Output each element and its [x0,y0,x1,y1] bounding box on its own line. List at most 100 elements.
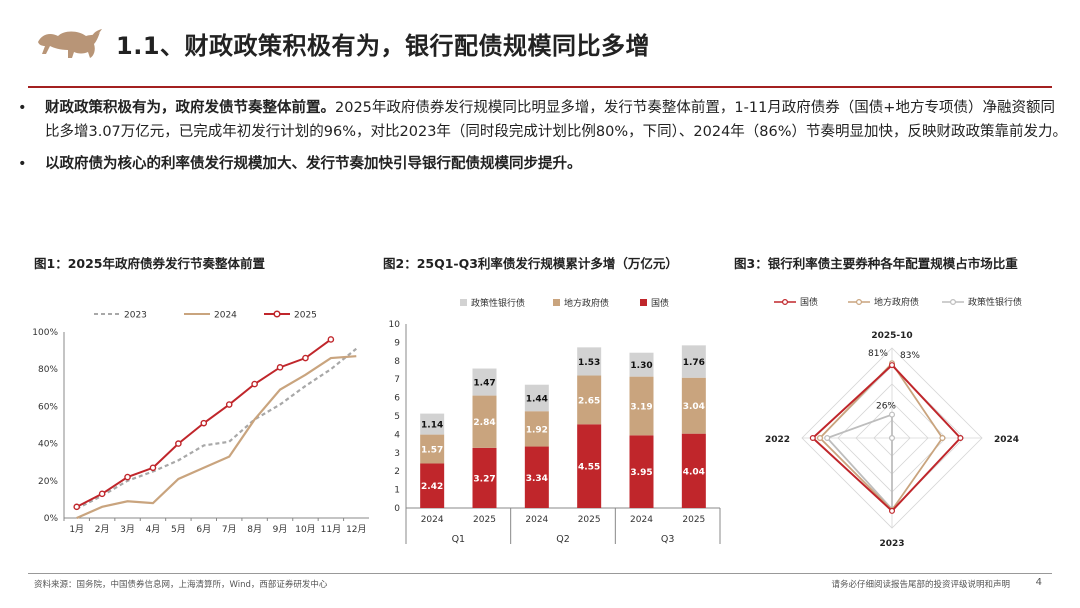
data-point-2025 [98,490,106,498]
radar-point-国债 [889,362,896,369]
bar-segment-地方政府债 [629,376,654,436]
footer-disclaimer: 请务必仔细阅读报告尾部的投资评级说明和声明 [831,580,1010,590]
bar-segment-政策性银行债 [472,368,497,396]
x-tick-label: 2025 [682,515,705,525]
bar-value-label: 1.92 [526,425,548,435]
data-point-2025 [175,440,182,447]
radar-annotation: 81% [868,349,888,359]
bar-value-label: 1.47 [473,379,495,389]
radar-point-国债 [957,435,964,442]
bar-segment-国债 [577,424,602,508]
x-tick-label: 10月 [295,524,315,535]
bar-segment-地方政府债 [577,375,602,425]
bar-value-label: 1.44 [526,394,548,404]
bullet-bold: 以政府债为核心的利率债发行规模加大、发行节奏加快引导银行配债规模同步提升。 [45,156,582,172]
x-tick-label: 6月 [196,524,211,535]
y-tick-label: 9 [394,338,400,348]
data-point-2025 [149,464,157,472]
bar-segment-国债 [524,446,549,508]
radar-point-国债 [889,507,896,514]
radar-axis-label: 2022 [765,435,790,445]
figure2-stacked-bar-chart: 0 1 2 3 4 5 6 7 8 9 10 政策性银行债 地方政府债 国债 2.42 1.57 1.14 202… [389,297,721,545]
bar-segment-地方政府债 [524,411,549,447]
figure3-title: 图3：银行利率债主要券种各年配置规模占市场比重 [734,256,1018,271]
bar-value-label: 2.42 [421,482,443,492]
x-tick-label: 1月 [69,524,84,535]
y-tick-label: 80% [38,365,58,375]
y-tick-label: 5 [394,412,400,422]
bar-value-label: 3.27 [473,474,495,484]
y-tick-label: 3 [394,449,400,459]
bar-segment-政策性银行债 [420,413,445,435]
bar-value-label: 3.34 [526,474,548,484]
footer-divider [28,573,1052,574]
radar-series-地方政府债 [818,361,944,512]
data-point-2025 [251,380,258,388]
page-number: 4 [1035,577,1042,588]
y-tick-label: 7 [394,375,400,385]
legend-label-地方政府债: 地方政府债 [874,296,919,308]
bar-segment-地方政府债 [472,395,497,448]
page-title: 1.1、财政政策积极有为，银行配债规模同比多增 [116,32,651,60]
figure2-title: 图2：25Q1-Q3利率债发行规模累计多增（万亿元） [383,256,678,271]
data-point-2025 [302,354,309,362]
legend-label-2025: 2025 [294,311,317,321]
bar-segment-政策性银行债 [524,384,549,412]
x-tick-label: 4月 [146,524,161,535]
legend-swatch-地方政府债 [553,299,560,306]
bar-value-label: 1.76 [683,358,705,368]
bullet-dot: • [18,156,27,172]
x-tick-label: 5月 [171,524,186,535]
bar-segment-地方政府债 [681,377,706,434]
legend-label-国债: 国债 [800,296,818,308]
y-tick-label: 0% [44,514,59,524]
group-label: Q2 [556,534,570,545]
x-tick-label: 9月 [273,524,288,535]
bar-value-label: 1.53 [578,358,600,368]
legend-label-政策性银行债: 政策性银行债 [968,296,1022,308]
data-point-2025 [124,473,131,481]
x-tick-label: 2024 [525,515,548,525]
legend-swatch-政策性银行债 [460,299,467,306]
radar-point-国债 [809,435,816,442]
bullet-item: • 财政政策积极有为，政府发债节奏整体前置。2025年政府债券发行规模同比明显多… [18,96,1068,144]
bar-segment-国债 [472,447,497,508]
bullet-bold: 财政政策积极有为，政府发债节奏整体前置。 [45,100,335,116]
legend-label-政策性银行债: 政策性银行债 [471,297,525,309]
y-tick-label: 10 [389,320,401,330]
bar-value-label: 2.65 [578,396,600,406]
x-tick-label: 2024 [421,515,444,525]
bullet-text: 2025年政府债券发行规模同比明显多增，发行节奏整体前置，1-11月政府债券（国… [45,100,1068,140]
radar-point-政策性银行债 [889,411,896,418]
radar-point-地方政府债 [939,435,946,442]
legend-marker-国债 [781,299,788,306]
x-tick-label: 12月 [346,524,366,535]
group-label: Q1 [452,534,466,545]
x-tick-label: 8月 [247,524,262,535]
bar-segment-国债 [420,463,445,508]
x-tick-label: 2025 [578,515,601,525]
y-tick-label: 6 [394,394,400,404]
y-tick-label: 4 [394,430,400,440]
x-tick-label: 2024 [630,515,653,525]
bull-logo-icon [38,29,102,58]
y-tick-label: 1 [394,486,400,496]
legend-swatch-国债 [640,299,647,306]
data-point-2025 [225,401,233,408]
bullet-dot: • [18,100,27,116]
bar-value-label: 2.84 [473,418,495,428]
radar-point-政策性银行债 [889,435,896,442]
bar-segment-政策性银行债 [629,352,654,377]
figure1-line-chart: 0% 20% 40% 60% 80% 100% 1月 2月 3月 4月 5月 6月 7月 8月 9月 10月 1… [32,310,369,535]
data-point-2025 [327,336,335,343]
bar-value-label: 1.30 [630,361,652,371]
y-tick-label: 60% [38,402,58,412]
y-tick-label: 2 [394,467,400,477]
bar-value-label: 4.04 [683,467,705,477]
y-tick-label: 40% [38,440,58,450]
x-tick-label: 2月 [95,524,110,535]
figure1-title: 图1：2025年政府债券发行节奏整体前置 [34,256,265,271]
series-line-2024 [76,355,357,520]
bar-value-label: 3.19 [630,402,652,412]
legend-label-2024: 2024 [214,311,237,321]
